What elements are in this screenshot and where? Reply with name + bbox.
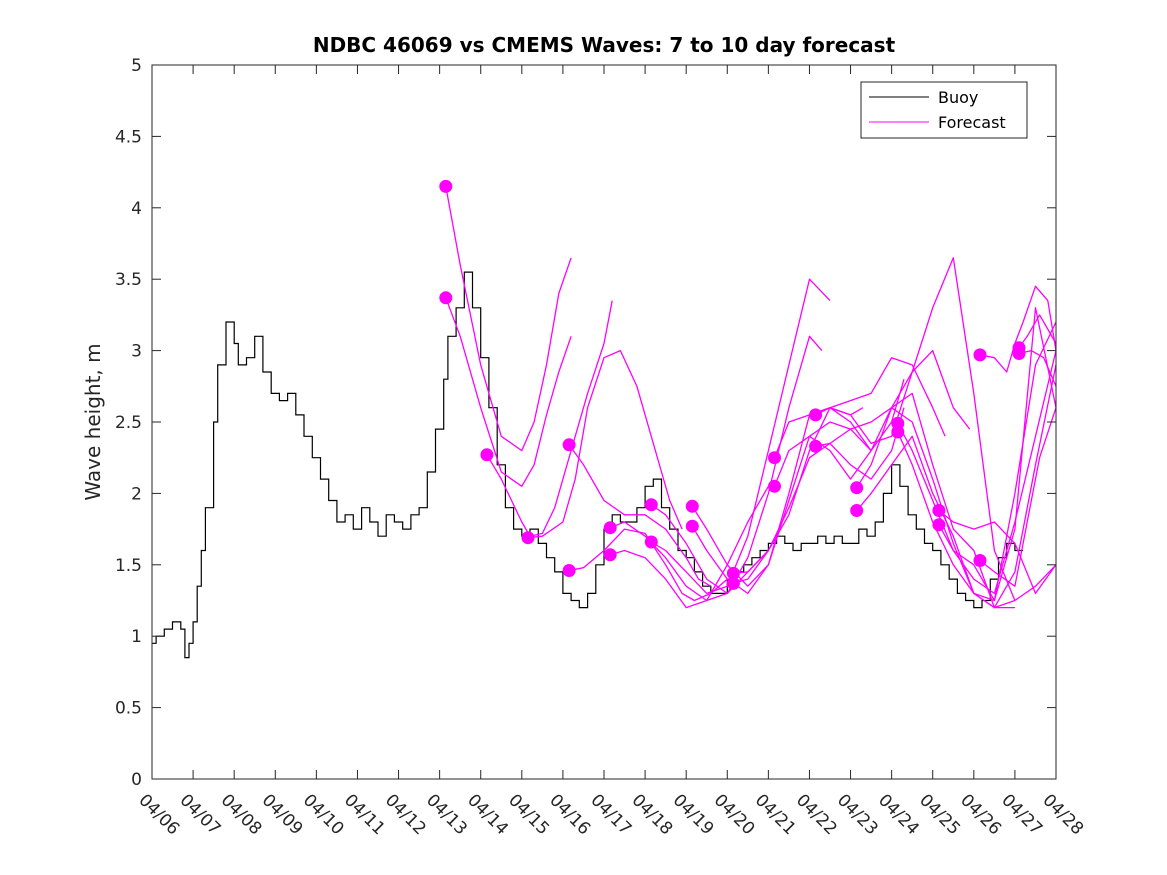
forecast-marker-14 [768,451,781,465]
buoy-series-line [152,271,1024,659]
forecast-marker-2 [480,448,494,462]
forecast-marker-7 [603,548,617,562]
forecast-marker-5 [562,564,576,577]
forecast-series-line-18 [856,392,1057,609]
chart-title: NDBC 46069 vs CMEMS Waves: 7 to 10 day f… [313,33,896,57]
forecast-marker-10 [685,499,699,513]
forecast-marker-9 [644,535,658,549]
legend-box [860,81,1028,139]
y-tick-label-0: 0 [131,770,142,790]
forecast-marker-24 [973,348,987,362]
y-tick-label-8: 4 [131,199,142,219]
forecast-series-line-16 [815,257,1016,601]
y-tick-label-5: 2.5 [115,413,142,433]
forecast-series-line-19 [856,307,1057,602]
forecast-series-line-21 [897,364,1057,609]
y-tick-label-9: 4.5 [115,127,142,147]
forecast-marker-1 [439,291,453,305]
forecast-marker-17 [809,439,823,453]
forecast-marker-13 [726,576,740,590]
forecast-marker-12 [726,566,740,580]
forecast-marker-6 [603,521,617,535]
y-tick-label-6: 3 [131,342,142,362]
forecast-series-line-7 [610,485,769,609]
forecast-marker-21 [891,425,905,439]
legend-forecast-label: Forecast [938,113,1006,132]
forecast-series-line-26 [1018,314,1057,349]
forecast-series-line-14 [773,357,946,458]
y-tick-label-4: 2 [131,484,142,504]
forecast-series-line-2 [486,300,613,537]
forecast-marker-22 [932,504,946,517]
forecast-series-line-22 [938,509,1057,595]
y-tick-label-3: 1.5 [115,556,142,576]
forecast-marker-4 [562,438,576,452]
forecast-series-line-25 [979,407,1057,587]
forecast-marker-8 [644,498,658,512]
forecast-series-line-20 [897,350,1057,595]
legend: Buoy Forecast [860,81,1028,139]
y-tick-label-1: 0.5 [115,699,142,719]
plot-frame [151,64,1057,780]
forecast-series-line-23 [938,321,1057,602]
forecast-marker-18 [850,481,864,495]
forecast-marker-23 [932,518,946,532]
forecast-series-line-0 [445,186,572,452]
forecast-series-line-24 [979,285,1057,373]
y-tick-label-10: 5 [131,56,142,76]
y-tick-label-2: 1 [131,627,142,647]
forecast-marker-15 [768,479,781,493]
forecast-marker-3 [521,531,535,545]
forecast-marker-0 [439,179,453,193]
plot-area [152,65,1056,779]
forecast-marker-19 [850,504,864,517]
y-tick-label-7: 3.5 [115,270,142,290]
forecast-marker-25 [973,554,987,567]
forecast-marker-16 [809,408,823,422]
forecast-marker-27 [1012,347,1026,360]
forecast-series-line-1 [445,297,572,487]
forecast-series-line-3 [527,349,683,539]
forecast-marker-11 [685,519,699,533]
forecast-series-line-9 [650,278,831,595]
series-layer [152,179,1057,659]
y-axis-label: Wave height, m [81,343,105,500]
forecast-series-line-15 [773,349,971,487]
legend-buoy-label: Buoy [938,88,978,107]
forecast-series-line-4 [568,444,712,587]
